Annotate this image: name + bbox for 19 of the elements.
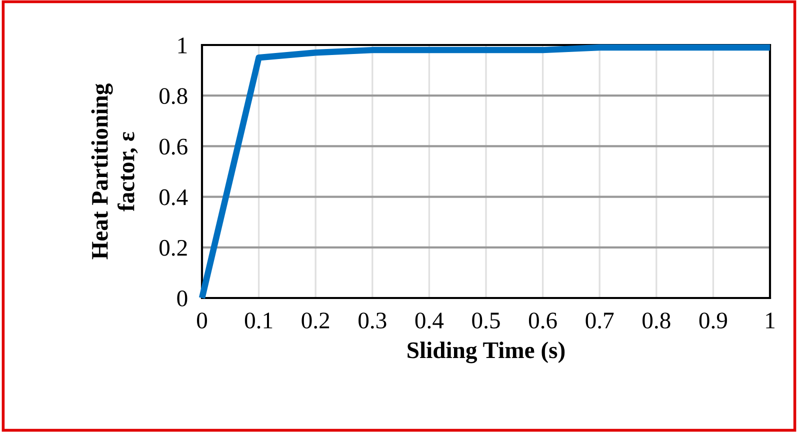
x-tick-label: 0.4: [415, 312, 444, 329]
y-tick-label: 0.6: [159, 138, 188, 155]
y-tick-label: 0: [177, 290, 188, 306]
y-tick-label: 1: [178, 38, 187, 54]
x-tick-label: 0.9: [699, 312, 727, 329]
x-tick-label: 1: [766, 312, 774, 328]
x-tick-label: 0.6: [528, 312, 557, 329]
x-tick-label: 0.2: [302, 312, 330, 329]
x-tick-label: 0.1: [244, 312, 272, 329]
x-tick-label: 0.8: [642, 312, 670, 329]
y-tick-label: 0.8: [159, 88, 188, 104]
x-tick-label: 0.3: [358, 312, 386, 329]
x-tick-label: 0.7: [586, 312, 614, 329]
y-tick-label: 0.2: [159, 240, 187, 256]
y-axis-title: Heat Partitioning factor, ε: [91, 84, 138, 260]
y-tick-label: 0.4: [159, 189, 188, 206]
x-tick-label: 0: [196, 312, 208, 329]
x-axis-title: Sliding Time (s): [408, 342, 565, 364]
x-tick-label: 0.5: [472, 312, 500, 329]
